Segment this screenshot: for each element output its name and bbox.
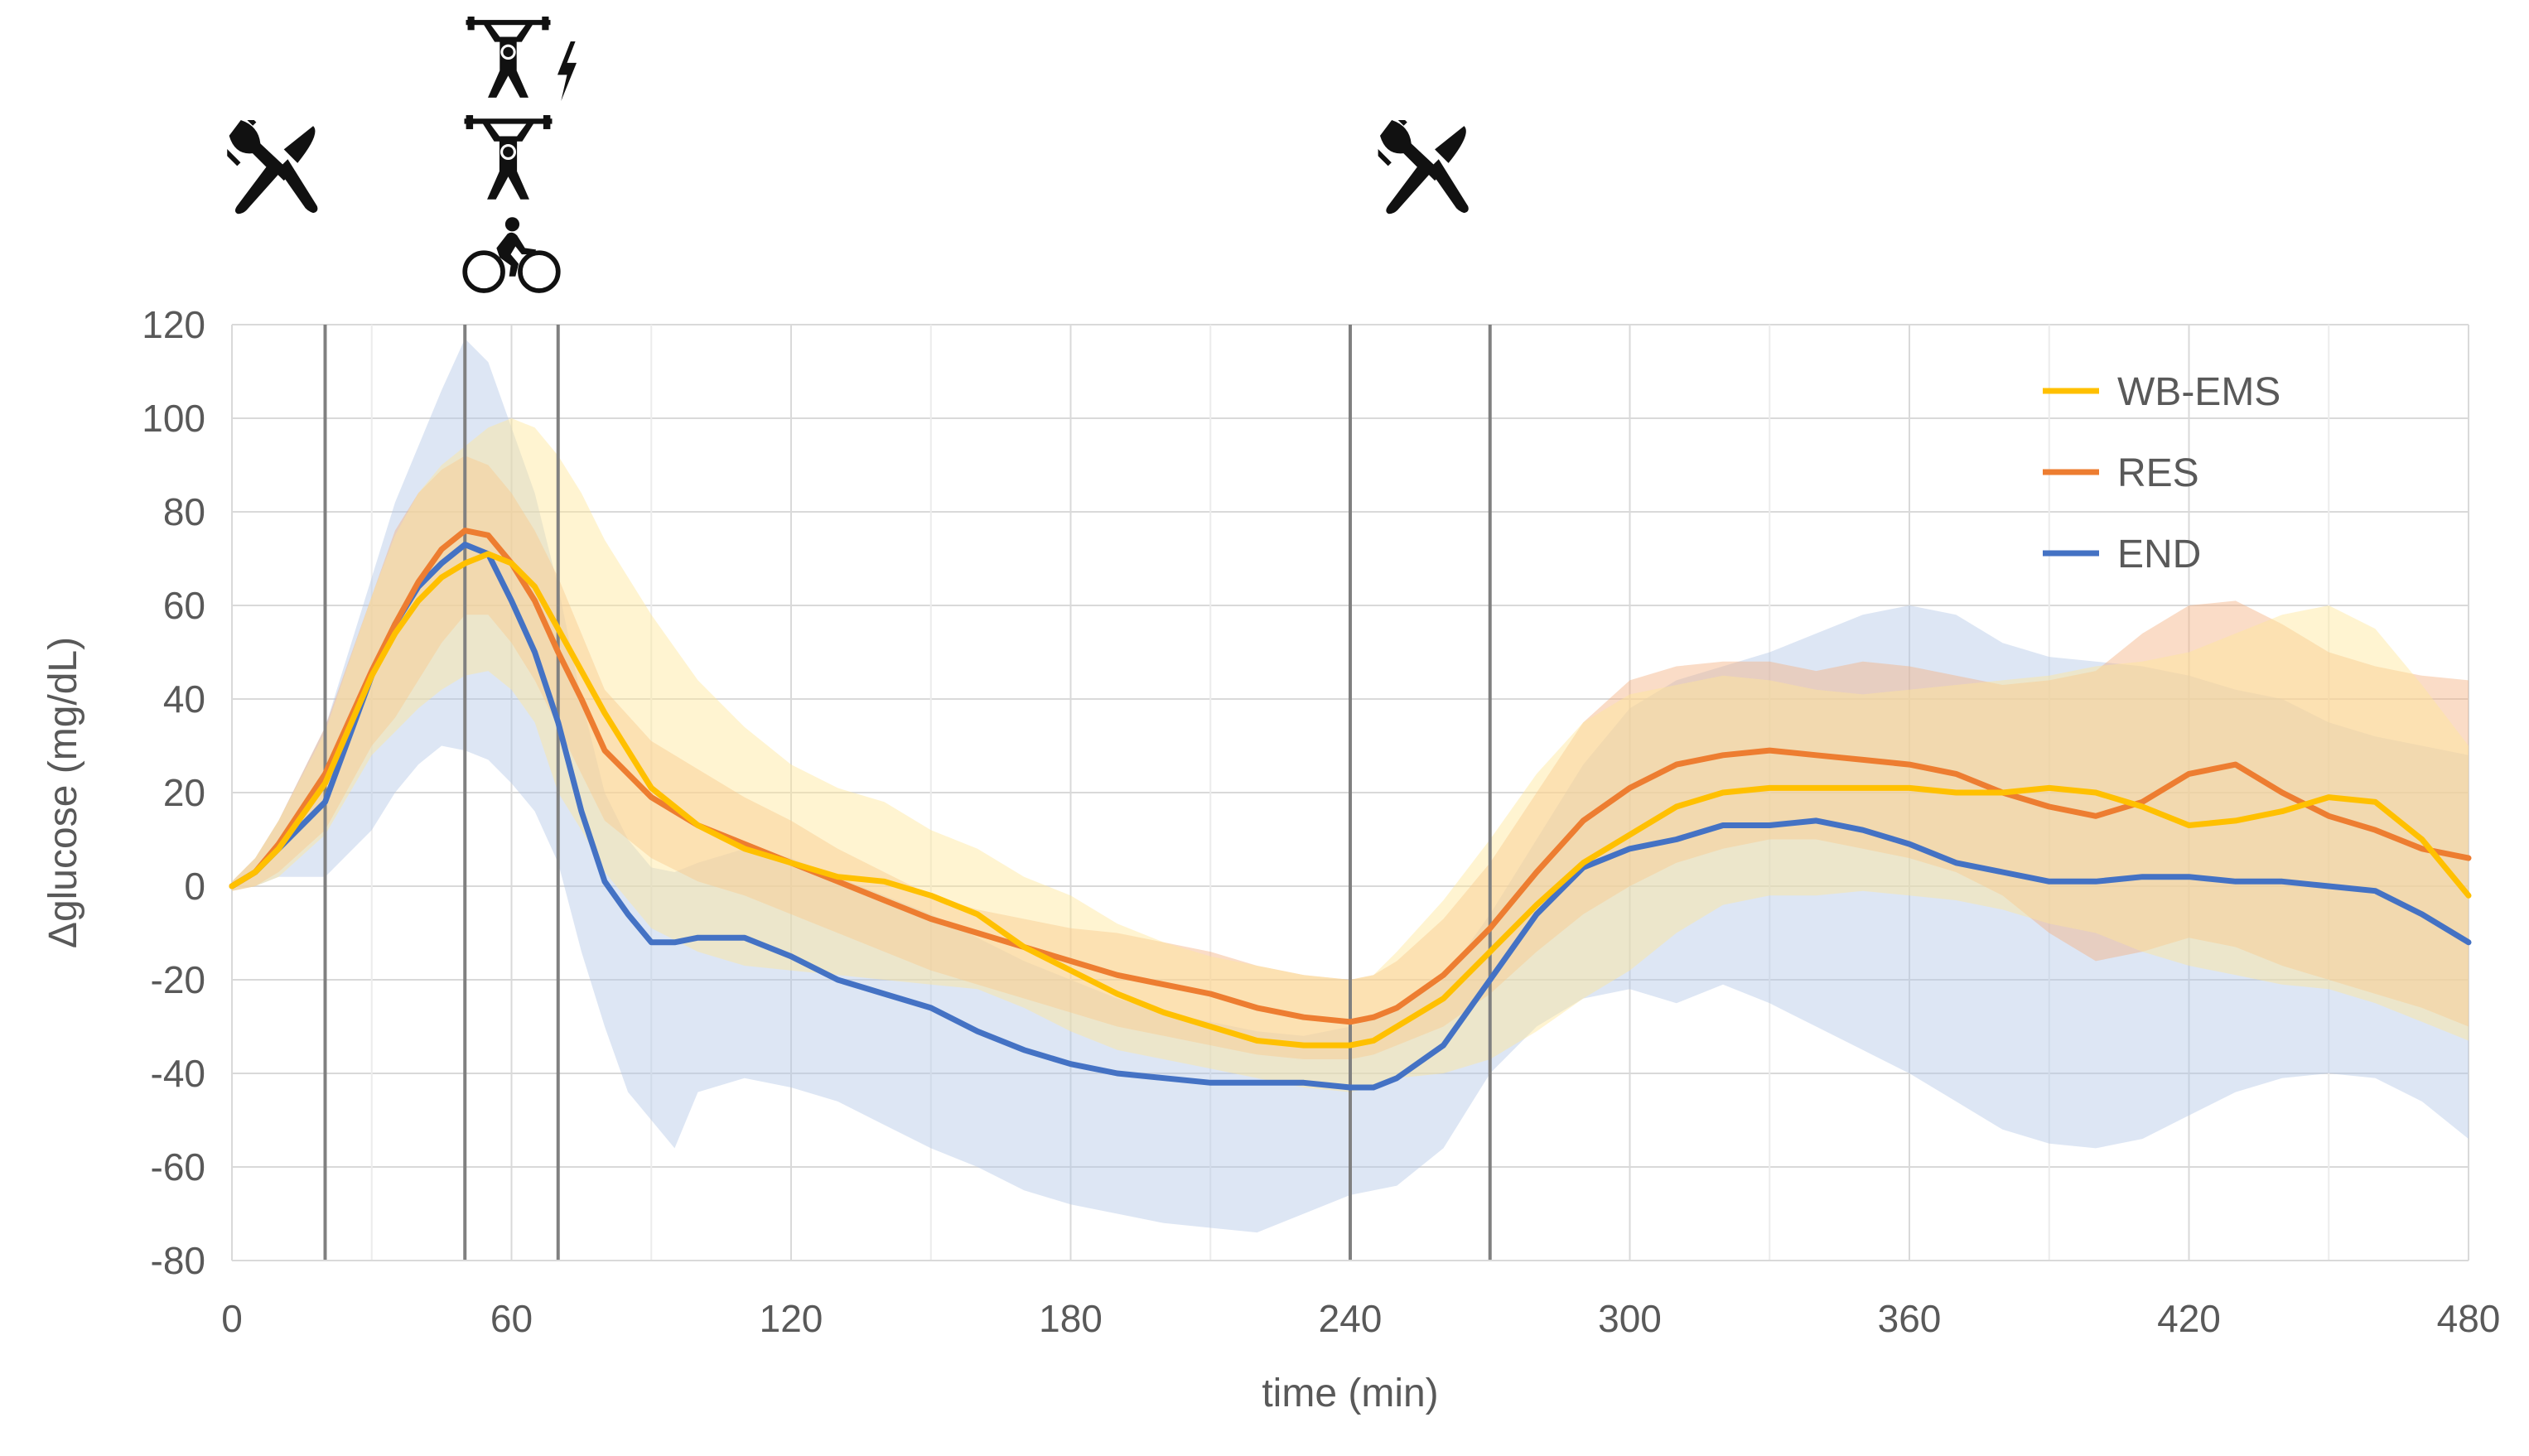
y-tick-label: 60 — [163, 584, 205, 627]
band-end — [232, 339, 2469, 1233]
meal-icon — [220, 118, 318, 215]
event-icons — [220, 17, 1469, 291]
x-tick-label: 0 — [221, 1297, 243, 1340]
y-axis-title: Δglucose (mg/dL) — [41, 637, 85, 948]
x-tick-label: 480 — [2437, 1297, 2501, 1340]
x-axis-title: time (min) — [1262, 1372, 1438, 1415]
confidence-bands — [232, 339, 2469, 1233]
legend-label-end: END — [2117, 533, 2201, 576]
legend: WB-EMS RES END — [2043, 370, 2280, 576]
x-tick-label: 360 — [1878, 1297, 1942, 1340]
y-tick-label: 40 — [163, 677, 205, 721]
x-tick-label: 120 — [760, 1297, 823, 1340]
ems-training-icon — [466, 17, 551, 98]
axes: -80 -60 -40 -20 0 20 40 60 80 100 120 0 60 120 180 240 3… — [41, 303, 2500, 1415]
y-tick-label: -80 — [151, 1239, 205, 1282]
y-tick-label: 100 — [142, 397, 205, 440]
series-lines — [229, 528, 2472, 1091]
legend-label-res: RES — [2117, 451, 2199, 495]
event-lines — [323, 325, 1492, 1261]
y-tick-label: -40 — [151, 1052, 205, 1095]
series-line-end — [229, 542, 2472, 1091]
meal-icon — [1370, 118, 1469, 215]
y-tick-label: -60 — [151, 1145, 205, 1188]
series-line-wb-ems — [229, 551, 2472, 1049]
y-tick-label: 20 — [163, 771, 205, 814]
y-tick-label: -20 — [151, 958, 205, 1001]
x-tick-label: 240 — [1319, 1297, 1383, 1340]
cycling-icon — [465, 217, 558, 291]
resistance-training-icon — [464, 115, 553, 200]
x-tick-label: 300 — [1598, 1297, 1662, 1340]
y-tick-label: 0 — [184, 865, 205, 908]
x-tick-label: 180 — [1039, 1297, 1103, 1340]
series-line-res — [229, 528, 2472, 1025]
x-tick-label: 420 — [2157, 1297, 2221, 1340]
x-tick-label: 60 — [490, 1297, 533, 1340]
band-res — [232, 456, 2469, 1059]
lightning-icon — [557, 41, 577, 101]
band-wb-ems — [232, 418, 2469, 1092]
y-tick-label: 80 — [163, 490, 205, 533]
y-tick-label: 120 — [142, 303, 205, 346]
legend-label-wb-ems: WB-EMS — [2117, 370, 2280, 414]
